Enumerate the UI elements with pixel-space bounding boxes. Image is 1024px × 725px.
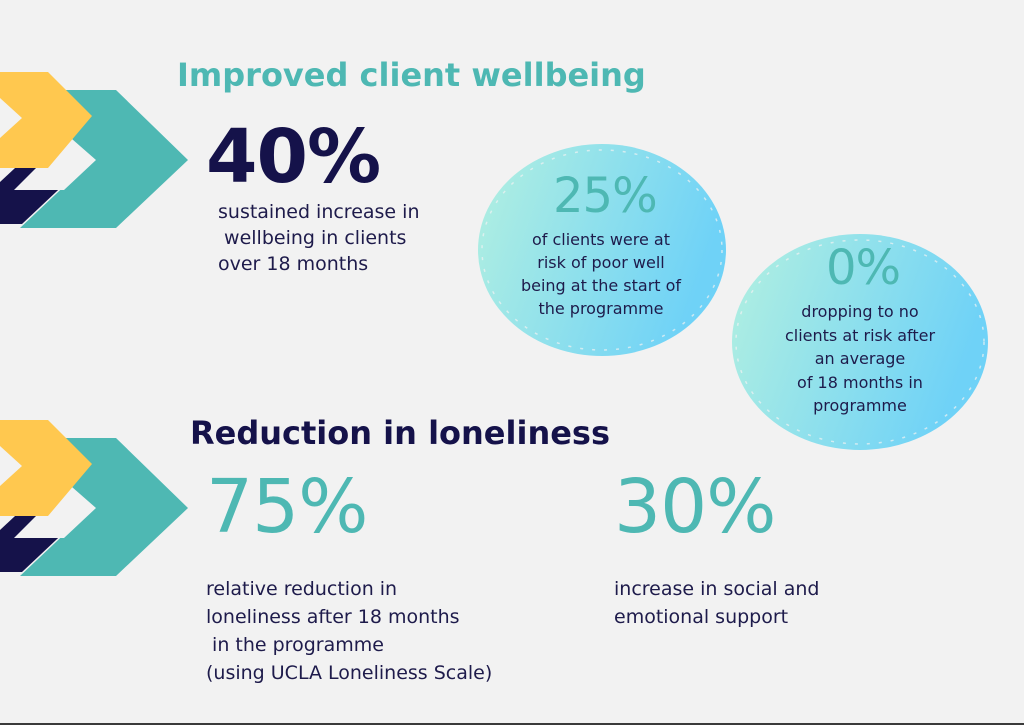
stat-description-40: sustained increase in wellbeing in clien… (218, 201, 420, 275)
stat-value-75: 75% (206, 464, 368, 550)
stat-value-30: 30% (614, 464, 776, 550)
bubble-a-value: 25% (553, 168, 658, 224)
bubble-b-value: 0% (826, 240, 901, 296)
section-title-loneliness: Reduction in loneliness (190, 414, 611, 452)
stat-description-30: increase in social and emotional support (614, 578, 820, 628)
chevron-yellow-shape (0, 72, 92, 168)
bubble-b-description: dropping to no clients at risk after an … (784, 302, 936, 415)
chevron-arrow-icon (0, 72, 188, 228)
stat-description-75: relative reduction in loneliness after 1… (206, 578, 493, 684)
bottom-border (0, 723, 1024, 725)
section-title-wellbeing: Improved client wellbeing (177, 56, 646, 94)
bubble-a-description: of clients were at risk of poor well bei… (520, 230, 682, 318)
bubble-circle (732, 234, 988, 450)
stat-value-40: 40% (206, 114, 381, 200)
bubble-circle (478, 144, 726, 356)
chevron-yellow-shape (0, 420, 92, 516)
chevron-arrow-icon (0, 420, 188, 576)
